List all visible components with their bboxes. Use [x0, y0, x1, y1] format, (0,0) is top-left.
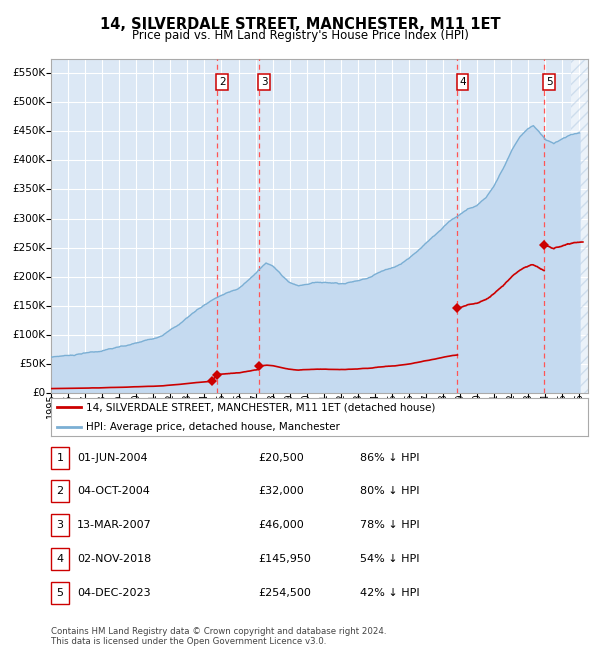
Text: 5: 5 [56, 588, 64, 598]
Text: 3: 3 [56, 520, 64, 530]
Text: 80% ↓ HPI: 80% ↓ HPI [360, 486, 419, 497]
Text: 2013: 2013 [353, 393, 363, 418]
Text: 2010: 2010 [302, 393, 312, 418]
Text: 1: 1 [56, 452, 64, 463]
Text: £20,500: £20,500 [258, 452, 304, 463]
Text: 2017: 2017 [421, 393, 431, 418]
Text: 13-MAR-2007: 13-MAR-2007 [77, 520, 152, 530]
Text: £250K: £250K [13, 242, 46, 253]
Text: 2: 2 [56, 486, 64, 497]
Text: 2000: 2000 [131, 393, 141, 418]
Text: 1995: 1995 [46, 393, 56, 418]
Text: 2021: 2021 [489, 393, 499, 418]
Text: 2004: 2004 [199, 393, 209, 418]
Text: 2003: 2003 [182, 393, 193, 418]
Text: 02-NOV-2018: 02-NOV-2018 [77, 554, 151, 564]
Text: 2026: 2026 [574, 393, 584, 418]
Text: 2014: 2014 [370, 393, 380, 418]
Text: 2018: 2018 [438, 393, 448, 418]
Text: 2001: 2001 [148, 393, 158, 418]
Text: 2: 2 [219, 77, 226, 87]
Text: 04-DEC-2023: 04-DEC-2023 [77, 588, 151, 598]
Text: 4: 4 [459, 77, 466, 87]
Text: 2022: 2022 [506, 393, 516, 418]
Text: This data is licensed under the Open Government Licence v3.0.: This data is licensed under the Open Gov… [51, 637, 326, 646]
Text: 2015: 2015 [387, 393, 397, 418]
Text: 2005: 2005 [217, 393, 226, 418]
Text: 01-JUN-2004: 01-JUN-2004 [77, 452, 148, 463]
Text: £32,000: £32,000 [258, 486, 304, 497]
Text: £350K: £350K [13, 185, 46, 194]
Text: £500K: £500K [13, 97, 46, 107]
Text: £150K: £150K [13, 301, 46, 311]
Text: 1999: 1999 [114, 393, 124, 418]
Text: 5: 5 [546, 77, 553, 87]
Text: 42% ↓ HPI: 42% ↓ HPI [360, 588, 419, 598]
Text: Price paid vs. HM Land Registry's House Price Index (HPI): Price paid vs. HM Land Registry's House … [131, 29, 469, 42]
Text: 2019: 2019 [455, 393, 465, 418]
Text: £254,500: £254,500 [258, 588, 311, 598]
Text: £450K: £450K [13, 126, 46, 136]
Text: £300K: £300K [13, 214, 46, 224]
Text: 4: 4 [56, 554, 64, 564]
Text: HPI: Average price, detached house, Manchester: HPI: Average price, detached house, Manc… [86, 422, 340, 432]
Text: 3: 3 [260, 77, 268, 87]
Text: Contains HM Land Registry data © Crown copyright and database right 2024.: Contains HM Land Registry data © Crown c… [51, 627, 386, 636]
Text: 04-OCT-2004: 04-OCT-2004 [77, 486, 149, 497]
Text: £200K: £200K [13, 272, 46, 282]
Text: 54% ↓ HPI: 54% ↓ HPI [360, 554, 419, 564]
Text: £550K: £550K [13, 68, 46, 78]
Text: 78% ↓ HPI: 78% ↓ HPI [360, 520, 419, 530]
Text: 1998: 1998 [97, 393, 107, 418]
Text: 14, SILVERDALE STREET, MANCHESTER, M11 1ET: 14, SILVERDALE STREET, MANCHESTER, M11 1… [100, 17, 500, 32]
Text: 2024: 2024 [541, 393, 550, 418]
Text: 2020: 2020 [472, 393, 482, 418]
Text: 2025: 2025 [557, 393, 568, 418]
Text: £145,950: £145,950 [258, 554, 311, 564]
Text: 2012: 2012 [336, 393, 346, 418]
Text: £46,000: £46,000 [258, 520, 304, 530]
Text: 2002: 2002 [166, 393, 175, 418]
Text: 1996: 1996 [63, 393, 73, 418]
Text: 2006: 2006 [233, 393, 244, 418]
Text: 1997: 1997 [80, 393, 90, 418]
Text: 14, SILVERDALE STREET, MANCHESTER, M11 1ET (detached house): 14, SILVERDALE STREET, MANCHESTER, M11 1… [86, 402, 435, 412]
Text: 2023: 2023 [523, 393, 533, 418]
Text: £50K: £50K [19, 359, 46, 369]
Text: 2008: 2008 [268, 393, 278, 418]
Text: 86% ↓ HPI: 86% ↓ HPI [360, 452, 419, 463]
Text: £100K: £100K [13, 330, 46, 340]
Text: £0: £0 [32, 388, 46, 398]
Text: 2009: 2009 [284, 393, 295, 418]
Text: 2011: 2011 [319, 393, 329, 418]
Text: 2016: 2016 [404, 393, 414, 418]
Text: 2007: 2007 [251, 393, 260, 418]
Text: £400K: £400K [13, 155, 46, 165]
